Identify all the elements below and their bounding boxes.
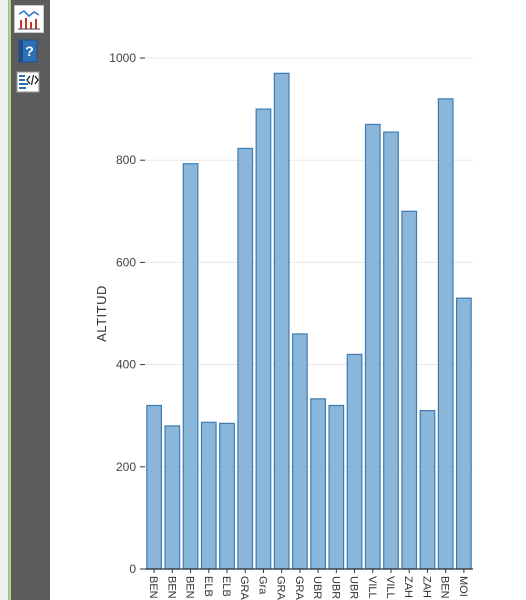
x-tick-label: BEN <box>439 576 451 599</box>
y-tick-label: 1000 <box>109 51 136 65</box>
chart-area: 0 200 400 600 800 1000 ALTITUD BEN BEN BEN ELB ELB G… <box>50 0 526 600</box>
x-tick-label: MOI <box>457 576 469 597</box>
bar <box>346 353 363 570</box>
bar <box>200 421 217 570</box>
x-tick-label: ZAH <box>420 576 432 598</box>
y-tick-label: 600 <box>116 255 136 269</box>
line-bar-chart-icon <box>18 9 40 30</box>
y-tick-label: 400 <box>116 358 136 372</box>
bar <box>401 210 418 570</box>
bar <box>219 422 235 570</box>
bar <box>419 409 436 570</box>
bar <box>182 163 199 570</box>
y-tick-label: 800 <box>116 153 136 167</box>
x-tick-label: UBR <box>329 576 341 599</box>
x-tick-label: BEN <box>165 576 177 599</box>
bar-chart: 0 200 400 600 800 1000 ALTITUD BEN BEN BEN ELB ELB G… <box>94 51 473 600</box>
x-tick-label: ELB <box>220 576 232 597</box>
y-axis-label: ALTITUD <box>94 285 109 342</box>
x-tick-label: ZAH <box>402 576 414 598</box>
x-tick-label: UBR <box>311 576 323 599</box>
y-tick-label: 0 <box>129 562 136 576</box>
bar <box>292 333 308 570</box>
bar <box>273 72 290 570</box>
code-view-icon <box>16 71 40 93</box>
bar <box>364 123 381 570</box>
bar <box>328 404 345 570</box>
bar <box>310 398 327 570</box>
x-tick-label: GRA <box>293 576 305 600</box>
window-edge-accent <box>8 0 11 600</box>
left-toolbar: ? <box>11 0 50 600</box>
line-bar-chart-button[interactable] <box>14 5 44 33</box>
bar <box>146 404 162 570</box>
bar <box>164 425 181 570</box>
x-tick-label: Gra <box>256 576 268 595</box>
code-view-button[interactable] <box>14 69 42 95</box>
bar <box>237 147 254 570</box>
x-tick-label: ELB <box>202 576 214 597</box>
bar <box>456 297 472 570</box>
x-tick-label: VILL <box>384 576 396 599</box>
x-tick-label: UBR <box>348 576 360 599</box>
x-tick-label: VILL <box>366 576 378 599</box>
bar <box>383 131 399 570</box>
x-tick-label: GRA <box>238 576 250 600</box>
help-button[interactable]: ? <box>14 38 42 64</box>
x-tick-label: BEN <box>184 576 196 599</box>
bar <box>437 98 454 570</box>
svg-text:?: ? <box>25 43 34 59</box>
y-tick-label: 200 <box>116 460 136 474</box>
x-tick-label: GRA <box>275 576 287 600</box>
help-icon: ? <box>18 39 38 63</box>
x-tick-label: BEN <box>147 576 159 599</box>
bar <box>255 108 272 570</box>
